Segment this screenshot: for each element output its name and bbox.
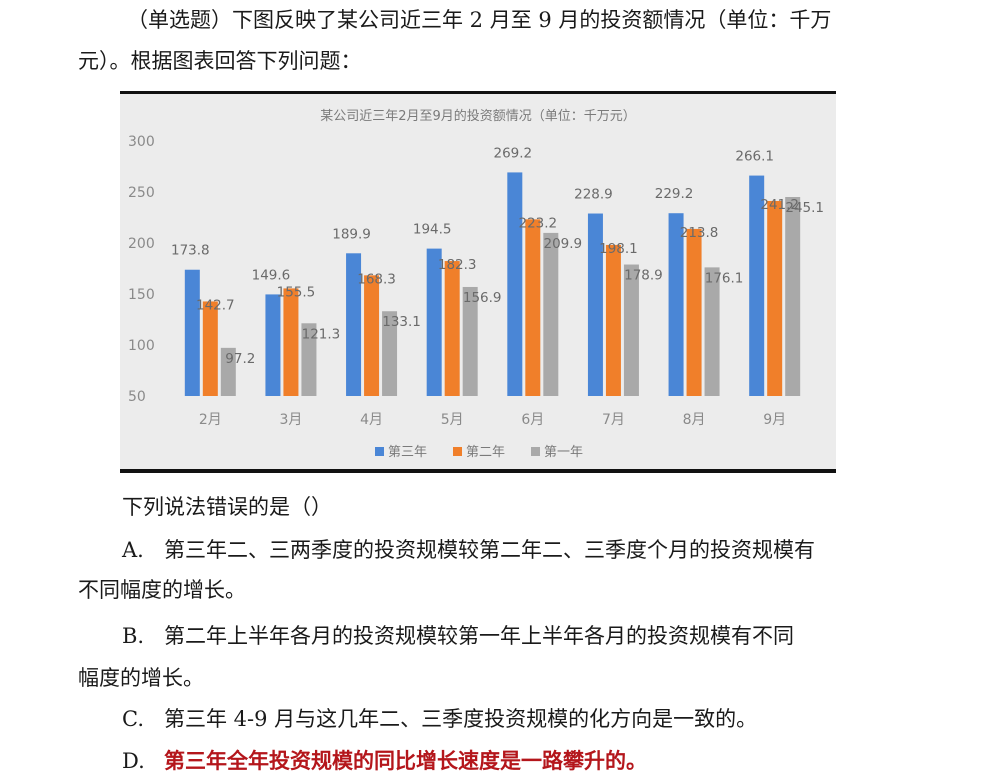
data-label: 269.2	[493, 145, 532, 161]
data-label: 155.5	[277, 284, 316, 300]
investment-chart: 某公司近三年2月至9月的投资额情况（单位：千万元） 50 100 150 200 250…	[120, 91, 836, 473]
bar-第二年-2月	[202, 301, 218, 396]
chart-title: 某公司近三年2月至9月的投资额情况（单位：千万元）	[320, 108, 636, 124]
data-label: 173.8	[171, 243, 210, 259]
y-axis-ticks: 50 100 150 200 250 300	[128, 134, 155, 405]
option-a-label: A.	[122, 538, 144, 562]
bar-第三年-6月	[507, 172, 523, 396]
y-tick-label: 50	[128, 389, 146, 405]
bar-第二年-5月	[444, 261, 460, 396]
data-label: 142.7	[196, 297, 235, 313]
data-label: 194.5	[413, 222, 452, 238]
x-tick-label: 5月	[441, 412, 464, 428]
x-tick-label: 2月	[199, 412, 222, 428]
bar-第三年-9月	[749, 175, 765, 396]
bar-第一年-4月	[382, 311, 398, 396]
y-tick-label: 150	[128, 287, 155, 303]
question-intro-line-1: （单选题）下图反映了某公司近三年 2 月至 9 月的投资额情况（单位：千万	[127, 8, 832, 32]
bar-第二年-7月	[605, 244, 621, 396]
data-label: 149.6	[252, 267, 291, 283]
data-label: 266.1	[735, 149, 774, 165]
data-label: 189.9	[332, 226, 371, 242]
data-label: 176.1	[705, 270, 744, 286]
y-tick-label: 300	[128, 134, 155, 150]
x-axis-labels: 2月 3月 4月 5月 6月 7月 8月 9月	[199, 412, 786, 428]
bar-第三年-3月	[265, 294, 281, 396]
bar-第二年-3月	[283, 288, 299, 396]
data-label: 241.2	[760, 197, 799, 213]
option-b[interactable]: B. 第二年上半年各月的投资规模较第一年上半年各月的投资规模有不同	[122, 621, 794, 651]
option-b-text-1: 第二年上半年各月的投资规模较第一年上半年各月的投资规模有不同	[164, 624, 794, 648]
legend-swatch	[453, 447, 462, 456]
data-label: 178.9	[624, 268, 663, 284]
legend-swatch	[375, 447, 384, 456]
data-label: 121.3	[302, 326, 341, 342]
data-label: 156.9	[463, 290, 502, 306]
data-label: 168.3	[357, 271, 396, 287]
legend-swatch	[531, 447, 540, 456]
x-tick-label: 6月	[521, 412, 544, 428]
data-label: 97.2	[225, 351, 255, 367]
bar-第三年-4月	[346, 253, 362, 396]
option-b-label: B.	[122, 624, 145, 648]
chart-bars	[184, 172, 801, 396]
data-label: 182.3	[438, 257, 477, 273]
bar-第一年-9月	[785, 196, 801, 396]
y-tick-label: 250	[128, 185, 155, 201]
chart-svg: 某公司近三年2月至9月的投资额情况（单位：千万元） 50 100 150 200 250…	[128, 108, 824, 460]
bar-第三年-2月	[184, 269, 200, 396]
bar-第二年-6月	[525, 219, 541, 396]
question-intro-line-2: 元）。根据图表回答下列问题：	[78, 49, 362, 73]
option-b-continued: 幅度的增长。	[78, 666, 204, 690]
data-label: 133.1	[382, 314, 421, 330]
data-label: 213.8	[680, 225, 719, 241]
data-label: 198.1	[599, 241, 638, 257]
legend-label: 第一年	[544, 445, 583, 460]
x-tick-label: 9月	[763, 412, 786, 428]
bar-第一年-8月	[704, 267, 720, 396]
bar-第三年-8月	[668, 213, 684, 396]
x-tick-label: 3月	[279, 412, 302, 428]
option-c-text: 第三年 4-9 月与这几年二、三季度投资规模的化方向是一致的。	[164, 707, 758, 731]
bar-第三年-7月	[587, 213, 603, 396]
option-a[interactable]: A. 第三年二、三两季度的投资规模较第二年二、三季度个月的投资规模有	[122, 535, 815, 565]
bar-第二年-8月	[686, 228, 702, 396]
option-c-label: C.	[122, 707, 144, 731]
bar-第一年-6月	[543, 232, 559, 396]
legend-label: 第二年	[466, 445, 505, 460]
legend-label: 第三年	[388, 445, 427, 460]
x-tick-label: 8月	[683, 412, 706, 428]
option-c[interactable]: C. 第三年 4-9 月与这几年二、三季度投资规模的化方向是一致的。	[122, 704, 757, 734]
bar-第二年-9月	[767, 200, 783, 396]
bar-第一年-2月	[220, 347, 236, 396]
bar-第一年-7月	[623, 264, 639, 396]
option-d-text: 第三年全年投资规模的同比增长速度是一路攀升的。	[164, 748, 647, 773]
question-prompt: 下列说法错误的是（）	[122, 495, 332, 519]
option-d-label: D.	[122, 749, 145, 773]
data-label: 223.2	[518, 215, 557, 231]
chart-legend: 第三年 第二年 第一年	[375, 445, 583, 460]
data-label: 228.9	[574, 187, 613, 203]
bar-第一年-3月	[301, 323, 317, 396]
option-a-text-1: 第三年二、三两季度的投资规模较第二年二、三季度个月的投资规模有	[164, 538, 815, 562]
bar-第一年-5月	[462, 286, 478, 396]
option-a-continued: 不同幅度的增长。	[78, 578, 246, 602]
x-tick-label: 7月	[602, 412, 625, 428]
bar-第二年-4月	[364, 275, 380, 396]
bar-第三年-5月	[426, 248, 442, 396]
y-tick-label: 200	[128, 236, 155, 252]
x-tick-label: 4月	[360, 412, 383, 428]
data-label: 245.1	[785, 200, 824, 216]
option-d[interactable]: D. 第三年全年投资规模的同比增长速度是一路攀升的。	[122, 746, 647, 776]
y-tick-label: 100	[128, 338, 155, 354]
data-label: 209.9	[543, 236, 582, 252]
data-label: 229.2	[655, 186, 694, 202]
